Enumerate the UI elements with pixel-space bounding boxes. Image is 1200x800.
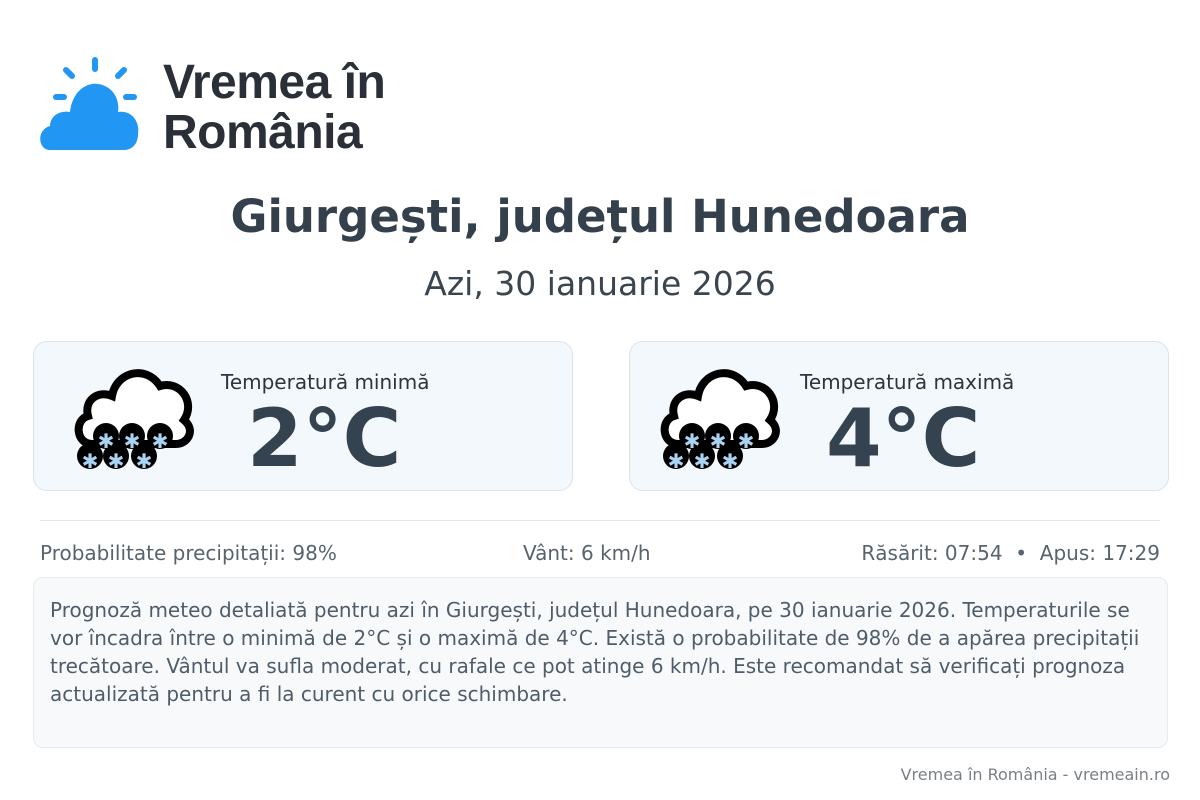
snow-cloud-icon: ✱ ✱ ✱✱ ✱ ✱ <box>74 369 194 473</box>
svg-text:✱: ✱ <box>152 429 169 453</box>
svg-text:✱: ✱ <box>124 429 141 453</box>
max-temp-label: Temperatură maximă <box>800 370 1015 394</box>
min-temp-card: ✱ ✱ ✱ ✱ ✱ ✱ Temperatură minimă 2°C <box>33 341 573 491</box>
svg-text:✱: ✱ <box>738 429 755 453</box>
max-temp-card: ✱ ✱ ✱ ✱ ✱ ✱ Temperatură maximă 4°C <box>629 341 1169 491</box>
brand-line2: România <box>163 106 363 159</box>
precipitation-stat: Probabilitate precipitații: 98% <box>40 541 337 565</box>
brand-name[interactable]: Vremea în România <box>163 56 386 159</box>
page-title: Giurgești, județul Hunedoara <box>230 190 970 243</box>
svg-text:✱: ✱ <box>98 429 115 453</box>
brand-line1: Vremea în <box>163 56 386 109</box>
svg-text:✱: ✱ <box>668 449 685 473</box>
svg-text:✱: ✱ <box>694 449 711 473</box>
wind-stat: Vânt: 6 km/h <box>523 541 651 565</box>
sunrise-sunset-stat: Răsărit: 07:54 • Apus: 17:29 <box>861 541 1160 565</box>
min-temp-label: Temperatură minimă <box>221 370 430 394</box>
svg-text:✱: ✱ <box>710 429 727 453</box>
min-temp-value: 2°C <box>247 392 402 485</box>
svg-text:✱: ✱ <box>136 449 153 473</box>
page-subtitle: Azi, 30 ianuarie 2026 <box>424 264 776 303</box>
forecast-description: Prognoză meteo detaliată pentru azi în G… <box>33 577 1168 748</box>
logo-sun-cloud-icon <box>40 57 139 150</box>
svg-text:✱: ✱ <box>684 429 701 453</box>
max-temp-value: 4°C <box>826 392 981 485</box>
svg-text:✱: ✱ <box>722 449 739 473</box>
footer-credit[interactable]: Vremea în România - vremeain.ro <box>900 765 1170 784</box>
svg-text:✱: ✱ <box>82 449 99 473</box>
snow-cloud-icon: ✱ ✱ ✱✱ ✱ ✱ <box>660 369 780 473</box>
divider <box>40 520 1160 521</box>
svg-text:✱: ✱ <box>108 449 125 473</box>
